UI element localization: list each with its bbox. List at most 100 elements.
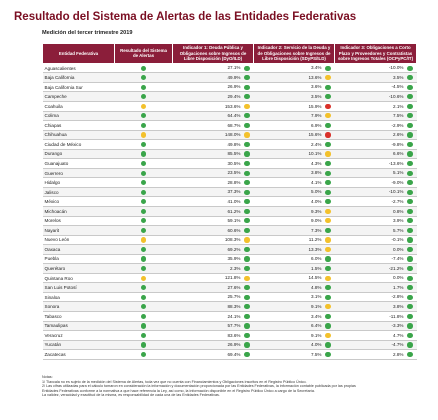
status-dot (325, 132, 331, 138)
result-cell (114, 225, 173, 236)
status-dot (244, 170, 250, 176)
indicator-value: 3.4% (310, 65, 322, 71)
indicator-1-cell: 57.7% (172, 321, 254, 332)
status-dot (407, 266, 413, 272)
status-dot (407, 151, 413, 157)
entity-name: Baja California (42, 72, 115, 83)
table-row: Colima 64.4% 7.9% 7.5% (42, 111, 417, 122)
status-dot (325, 151, 331, 157)
indicator-1-cell: 26.9% (172, 82, 254, 93)
status-dot (325, 113, 331, 119)
entity-name: Guerrero (42, 168, 115, 179)
entity-name: Yucatán (42, 340, 115, 351)
entity-name: Quintana Roo (42, 273, 115, 284)
indicator-1-cell: 37.3% (172, 187, 254, 198)
indicator-1-cell: 41.0% (172, 196, 254, 207)
entity-name: Nayarit (42, 225, 115, 236)
indicator-3-cell: 4.7% (334, 330, 417, 341)
indicator-value: -9.8% (391, 141, 404, 147)
entity-name: Colima (42, 111, 115, 122)
indicator-2-cell: 13.3% (253, 244, 335, 255)
result-status-dot (140, 351, 147, 358)
status-dot (244, 94, 250, 100)
indicator-1-cell: 2.3% (172, 263, 254, 274)
entity-name: Ciudad de México (42, 139, 115, 150)
indicator-value: 7.5% (310, 351, 322, 357)
indicator-value: 24.1% (227, 313, 241, 319)
indicator-value: -13.6% (388, 160, 404, 166)
indicator-value: 27.1% (227, 65, 241, 71)
indicator-3-cell: 5.7% (334, 225, 417, 236)
indicator-value: -10.6% (388, 94, 404, 99)
indicator-3-cell: -3.3% (334, 321, 417, 332)
result-status-dot (140, 342, 147, 348)
status-dot (325, 294, 331, 300)
entity-name: Baja California Sur (42, 82, 115, 93)
indicator-value: 9.0% (310, 218, 322, 224)
table-row: Nuevo León 108.3% 11.2% -0.1% (42, 235, 417, 246)
indicator-value: 3.6% (310, 84, 322, 90)
indicator-3-cell: -9.8% (334, 139, 417, 150)
status-dot (407, 342, 413, 348)
indicator-3-cell: -4.5% (334, 82, 417, 93)
indicator-value: 64.4% (227, 113, 241, 119)
entity-name: Jalisco (42, 187, 115, 198)
indicator-3-cell: -4.7% (334, 340, 417, 351)
status-dot (325, 65, 331, 71)
entity-name: Morelos (42, 216, 115, 227)
status-dot (244, 285, 250, 291)
indicator-1-cell: 85.5% (172, 149, 254, 160)
indicator-3-cell: -21.2% (334, 263, 417, 274)
header-indicator-2: Indicador 2: Servicio de la Deuda y de O… (253, 43, 335, 64)
status-dot (244, 65, 250, 71)
status-dot (244, 246, 250, 253)
status-dot (244, 256, 250, 262)
status-dot (325, 351, 331, 358)
indicator-2-cell: 13.6% (253, 72, 335, 83)
entity-name: Campeche (42, 91, 115, 102)
indicator-value: 0.0% (392, 246, 404, 252)
indicator-value: 4.1% (310, 179, 322, 185)
entity-name: Guanajuato (42, 158, 115, 169)
entity-name: Sonora (42, 301, 115, 312)
status-dot (407, 227, 413, 234)
header-indicator-1: Indicador 1: Deuda Pública y Obligacione… (172, 43, 254, 64)
indicator-3-cell: 3.5% (334, 72, 417, 83)
status-dot (325, 275, 331, 281)
table-row: Baja California 49.9% 13.6% 3.5% (42, 72, 417, 83)
status-dot (407, 351, 413, 358)
status-dot (407, 161, 413, 167)
status-dot (325, 103, 331, 109)
status-dot (325, 75, 331, 81)
result-cell (114, 263, 173, 274)
status-dot (407, 256, 413, 262)
indicator-1-cell: 69.4% (172, 349, 254, 360)
indicator-value: 4.8% (310, 284, 322, 290)
indicator-value: 57.7% (227, 323, 241, 329)
indicator-value: -11.8% (389, 313, 404, 319)
result-cell (114, 206, 173, 217)
indicator-value: 28.8% (227, 179, 241, 185)
indicator-2-cell: 4.0% (253, 196, 335, 207)
indicator-value: -2.7% (391, 199, 404, 205)
entity-name: Querétaro (42, 263, 115, 274)
status-dot (244, 199, 250, 205)
indicator-1-cell: 28.8% (172, 177, 254, 188)
alerts-table: Entidad Federativa Resultado del Sistema… (42, 43, 417, 360)
indicator-3-cell: -13.6% (334, 158, 417, 169)
footnote-line: Notas: (42, 375, 53, 379)
result-status-dot (140, 237, 147, 243)
status-dot (407, 170, 413, 176)
status-dot (325, 141, 331, 148)
indicator-value: 3.8% (310, 170, 322, 176)
indicator-2-cell: 3.5% (253, 91, 335, 102)
indicator-3-cell: 7.5% (334, 111, 417, 122)
table-row: San Luis Potosí 27.6% 4.8% 1.7% (42, 282, 417, 293)
result-status-dot (140, 332, 147, 339)
result-cell (114, 130, 173, 141)
indicator-value: 35.9% (227, 256, 241, 262)
indicator-3-cell: -10.0% (334, 63, 417, 74)
result-status-dot (140, 103, 147, 109)
status-dot (244, 161, 250, 167)
indicator-3-cell: -7.4% (334, 254, 417, 265)
